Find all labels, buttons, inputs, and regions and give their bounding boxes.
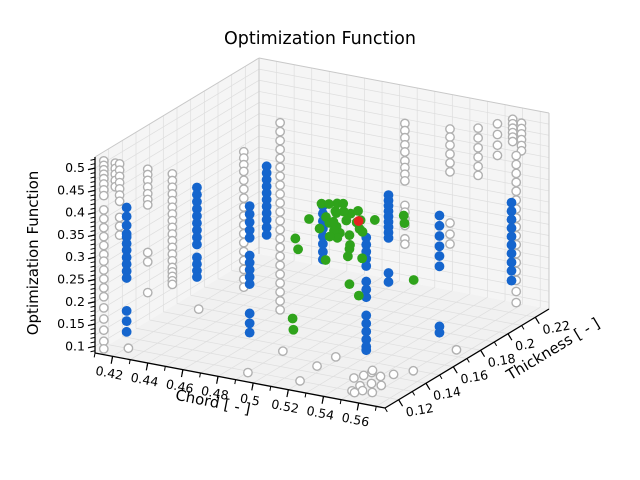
svg-text:0.14: 0.14 <box>432 384 462 404</box>
chart-title: Optimization Function <box>224 29 416 49</box>
svg-text:0.4: 0.4 <box>65 205 85 220</box>
svg-text:0.18: 0.18 <box>487 351 517 371</box>
svg-text:0.48: 0.48 <box>200 383 230 403</box>
svg-text:0.25: 0.25 <box>57 272 85 287</box>
svg-text:0.35: 0.35 <box>57 227 85 242</box>
svg-text:0.46: 0.46 <box>165 376 195 396</box>
svg-text:0.5: 0.5 <box>239 390 261 409</box>
svg-text:0.1: 0.1 <box>65 338 85 353</box>
svg-text:0.45: 0.45 <box>57 182 85 197</box>
svg-text:0.3: 0.3 <box>65 249 85 264</box>
svg-text:0.56: 0.56 <box>340 410 370 430</box>
z-axis-label: Optimization Function <box>24 170 42 336</box>
svg-text:0.16: 0.16 <box>459 367 489 387</box>
svg-text:0.15: 0.15 <box>57 316 85 331</box>
svg-text:0.54: 0.54 <box>305 403 335 423</box>
svg-text:0.2: 0.2 <box>65 294 85 309</box>
svg-text:0.42: 0.42 <box>94 363 124 383</box>
svg-text:0.2: 0.2 <box>514 335 536 353</box>
svg-text:0.44: 0.44 <box>129 370 159 390</box>
svg-text:0.5: 0.5 <box>65 160 85 175</box>
svg-text:0.22: 0.22 <box>541 318 571 338</box>
svg-text:0.12: 0.12 <box>405 400 435 420</box>
svg-text:0.52: 0.52 <box>270 396 300 416</box>
